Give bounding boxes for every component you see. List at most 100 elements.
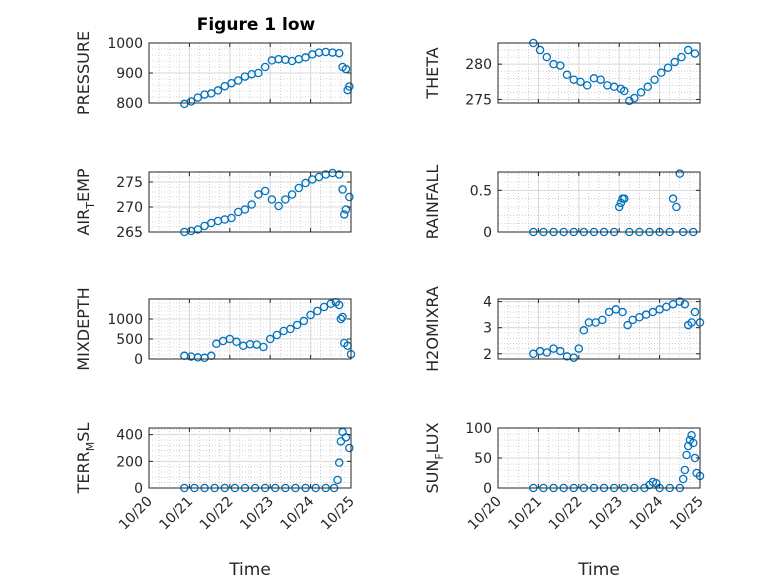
- data-point: [336, 437, 346, 446]
- data-point: [213, 86, 223, 95]
- x-tick-label: 10/20: [465, 494, 505, 534]
- y-tick-label: 270: [116, 200, 143, 216]
- data-point: [636, 88, 646, 97]
- y-axis-label: MIXDEPTH: [74, 287, 93, 370]
- data-point: [345, 82, 354, 91]
- y-tick-label: 900: [116, 66, 143, 82]
- data-point: [301, 178, 310, 188]
- data-point: [643, 82, 653, 92]
- data-point: [287, 190, 297, 199]
- y-tick-label: 400: [116, 428, 143, 444]
- data-point: [678, 474, 688, 484]
- data-point: [265, 334, 275, 344]
- data-point: [334, 458, 344, 467]
- data-point: [542, 348, 552, 357]
- y-axis-label-main: AIR: [74, 209, 93, 236]
- x-tick-label: 10/24: [278, 493, 318, 533]
- x-tick-label: 10/23: [586, 494, 626, 534]
- data-point: [582, 81, 592, 90]
- data-point: [333, 475, 342, 485]
- y-tick-label: 50: [474, 451, 492, 467]
- data-point: [254, 190, 263, 199]
- data-point: [579, 326, 589, 335]
- data-point: [680, 465, 690, 475]
- y-tick-label: 1000: [107, 36, 143, 52]
- data-point: [281, 195, 290, 204]
- data-point: [556, 61, 565, 70]
- data-point: [240, 205, 250, 214]
- y-tick-label: 2: [483, 347, 492, 363]
- data-point: [334, 48, 344, 58]
- y-tick-label: 0: [483, 481, 492, 497]
- data-point: [345, 443, 354, 453]
- y-axis-label-main: SUN: [423, 460, 442, 494]
- data-point: [663, 63, 673, 72]
- data-point: [259, 342, 268, 352]
- axes-box: [497, 171, 701, 233]
- data-point: [233, 76, 243, 85]
- x-axis-label: Time: [228, 560, 271, 580]
- data-point: [260, 62, 270, 72]
- data-point: [260, 186, 270, 196]
- data-point: [650, 75, 659, 84]
- data-point: [535, 45, 545, 55]
- data-point: [596, 75, 605, 84]
- data-point: [620, 86, 629, 96]
- y-axis-label-subscript: M: [84, 442, 97, 452]
- data-point: [556, 346, 565, 356]
- data-point: [630, 93, 639, 103]
- data-point: [682, 450, 691, 460]
- x-tick-label: 10/25: [667, 494, 707, 534]
- data-point: [620, 194, 629, 203]
- data-point: [683, 45, 693, 55]
- x-axis-label: Time: [577, 560, 620, 580]
- data-point: [687, 318, 696, 327]
- data-point: [340, 210, 349, 219]
- axes-box: [148, 298, 352, 360]
- data-point: [668, 194, 678, 203]
- data-point: [689, 438, 698, 448]
- y-axis-label-rest: LUX: [423, 422, 442, 453]
- y-tick-label: 265: [116, 225, 143, 241]
- subplot-3: 265 270 275 AIRTEMP: [74, 168, 354, 241]
- data-point: [675, 169, 685, 178]
- subplot-5: 0 500 1000 MIXDEPTH: [74, 287, 356, 371]
- data-point: [338, 185, 347, 194]
- data-point: [574, 344, 584, 353]
- axes-box: [497, 42, 701, 104]
- y-tick-label: 200: [116, 454, 143, 470]
- y-tick-label: 100: [465, 421, 492, 437]
- y-axis-label: TERRMSL: [74, 423, 97, 495]
- y-tick-label: 3: [483, 321, 492, 337]
- data-point: [614, 202, 624, 212]
- y-tick-label: 0: [134, 352, 143, 368]
- data-point: [319, 302, 329, 312]
- y-tick-label: 4: [483, 295, 492, 311]
- data-point: [338, 312, 347, 322]
- y-axis-label: PRESSURE: [74, 31, 93, 115]
- subplot-7: 0 200 400 TERRMSL 10/20 10/21 10/22 10/23 10/24 1…: [74, 423, 358, 580]
- data-point: [292, 320, 302, 330]
- data-point: [267, 195, 277, 204]
- data-point: [341, 205, 351, 214]
- y-axis-label-rest: SL: [74, 423, 93, 442]
- data-point: [186, 97, 196, 106]
- axes-box: [148, 171, 352, 233]
- y-axis-label-rest: EMP: [74, 168, 93, 202]
- data-point: [657, 68, 666, 77]
- y-tick-label: 0.5: [470, 183, 492, 199]
- data-point: [677, 52, 686, 62]
- data-point: [286, 324, 295, 334]
- data-point: [336, 314, 346, 324]
- data-point: [598, 315, 607, 325]
- y-axis-label-subscript: F: [433, 453, 446, 459]
- data-point: [193, 225, 203, 234]
- data-point: [562, 70, 572, 80]
- x-tick-label: 10/23: [237, 494, 277, 534]
- y-tick-label: 1000: [107, 312, 143, 328]
- data-point: [254, 68, 263, 78]
- data-point: [675, 297, 685, 306]
- x-tick-label: 10/22: [546, 494, 586, 534]
- y-tick-label: 275: [465, 92, 492, 108]
- y-axis-label: AIRTEMP: [74, 168, 97, 235]
